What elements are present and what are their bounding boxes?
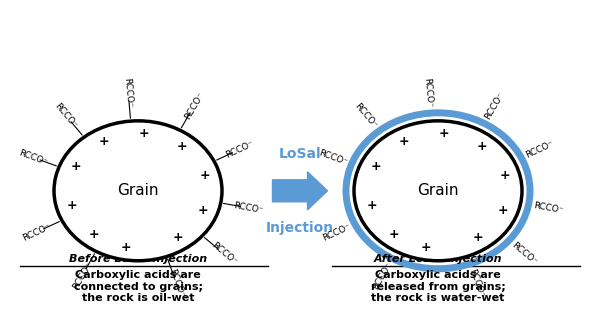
Text: RCCO⁻: RCCO⁻: [224, 139, 255, 160]
Text: RCCO⁻: RCCO⁻: [182, 91, 205, 121]
Text: +: +: [197, 204, 208, 217]
Text: RCCO⁻: RCCO⁻: [71, 260, 94, 291]
Ellipse shape: [54, 121, 222, 261]
Text: +: +: [477, 140, 488, 153]
Text: +: +: [70, 160, 81, 173]
Text: +: +: [121, 241, 131, 254]
Text: +: +: [98, 135, 109, 148]
Text: +: +: [421, 241, 431, 254]
Text: RCCO⁻: RCCO⁻: [17, 148, 49, 167]
Text: RCCO⁻: RCCO⁻: [321, 222, 352, 243]
Text: RCCO⁻: RCCO⁻: [53, 101, 79, 130]
FancyArrow shape: [272, 172, 328, 210]
Text: RCCO⁻: RCCO⁻: [482, 91, 505, 121]
Text: +: +: [177, 140, 188, 153]
Text: Grain: Grain: [117, 183, 159, 198]
Text: RCCO⁻: RCCO⁻: [422, 78, 434, 108]
Text: Carboxylic acids are
connected to grains;
the rock is oil-wet: Carboxylic acids are connected to grains…: [74, 270, 203, 303]
Text: RCCO⁻: RCCO⁻: [21, 222, 52, 243]
Text: +: +: [388, 228, 399, 241]
Text: RCCO⁻: RCCO⁻: [122, 78, 134, 108]
Text: +: +: [66, 199, 77, 212]
Text: +: +: [439, 127, 449, 140]
Text: Before LoSal Injection: Before LoSal Injection: [69, 254, 207, 264]
Text: +: +: [366, 199, 377, 212]
Text: +: +: [370, 160, 381, 173]
Text: +: +: [497, 204, 508, 217]
Text: RCCO⁻: RCCO⁻: [209, 241, 238, 267]
Ellipse shape: [354, 121, 522, 261]
Text: +: +: [172, 231, 183, 244]
Text: Grain: Grain: [417, 183, 459, 198]
Text: +: +: [472, 231, 483, 244]
Text: RCCO⁻: RCCO⁻: [167, 267, 185, 299]
Text: RCCO⁻: RCCO⁻: [353, 101, 379, 130]
Text: +: +: [139, 127, 149, 140]
Text: RCCO⁻: RCCO⁻: [533, 201, 564, 215]
Text: RCCO⁻: RCCO⁻: [233, 201, 264, 215]
Text: RCCO⁻: RCCO⁻: [524, 139, 555, 160]
Text: +: +: [88, 228, 99, 241]
Text: Carboxylic acids are
released from grains;
the rock is water-wet: Carboxylic acids are released from grain…: [371, 270, 505, 303]
Text: After LoSal Injection: After LoSal Injection: [374, 254, 502, 264]
Text: +: +: [199, 169, 210, 183]
Text: +: +: [499, 169, 510, 183]
Text: +: +: [398, 135, 409, 148]
Text: LoSal: LoSal: [278, 147, 322, 161]
Text: Injection: Injection: [266, 221, 334, 235]
Text: RCCO⁻: RCCO⁻: [371, 260, 394, 291]
Text: RCCO⁻: RCCO⁻: [317, 148, 349, 167]
Text: RCCO⁻: RCCO⁻: [467, 267, 485, 299]
Text: RCCO⁻: RCCO⁻: [509, 241, 538, 267]
